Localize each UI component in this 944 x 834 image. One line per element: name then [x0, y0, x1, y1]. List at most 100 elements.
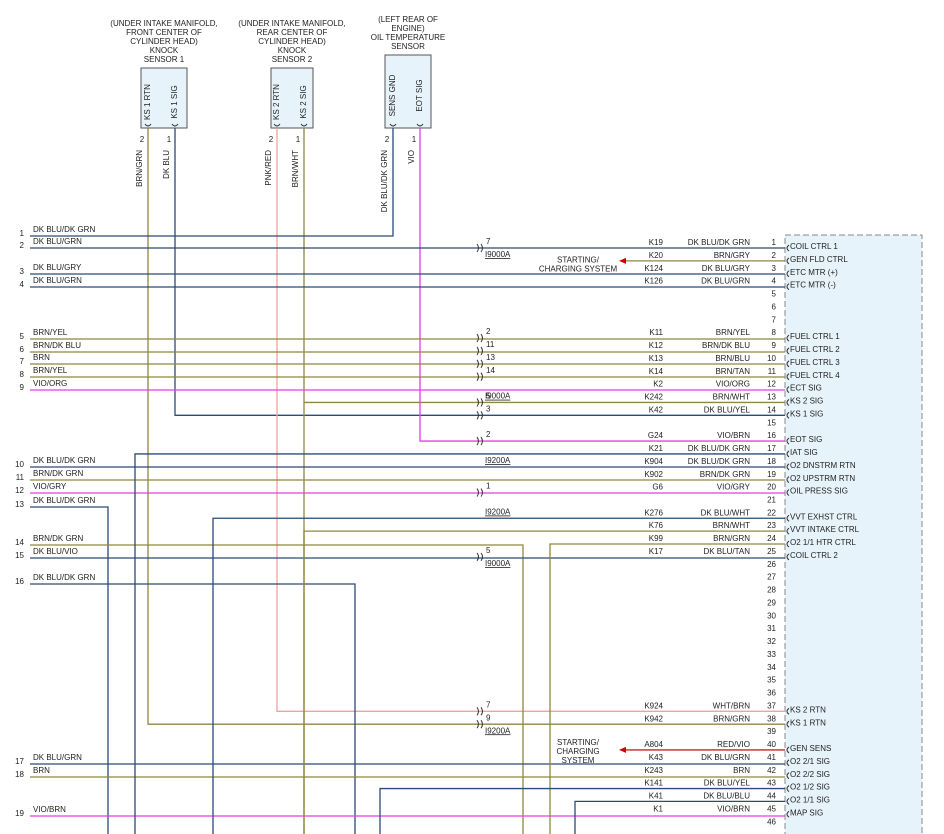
pin-function: GEN SENS: [790, 744, 831, 753]
harness-wire-number: 18: [15, 770, 24, 779]
pin-function: EOT SIG: [790, 435, 822, 444]
pin-function: VVT EXHST CTRL: [790, 512, 858, 521]
terminal: [171, 123, 179, 127]
terminal: [786, 553, 790, 561]
terminal: [786, 334, 790, 342]
harness-wire-number: 15: [15, 551, 24, 560]
sensor-description: (UNDER INTAKE MANIFOLD,: [110, 19, 217, 28]
cavity-number: 9: [486, 713, 491, 722]
circuit-id: K902: [644, 470, 663, 479]
cavity-number: 1: [486, 482, 491, 491]
pin-number: 36: [767, 689, 776, 698]
pin-number: 21: [767, 496, 776, 505]
harness-wire-number: 13: [15, 500, 24, 509]
pin-function: KS 1 RTN: [790, 718, 826, 727]
pin-function: KS 2 RTN: [790, 705, 826, 714]
wire-color: VIO/GRY: [717, 483, 751, 492]
harness-wire-number: 6: [20, 345, 25, 354]
sensor-description: FRONT CENTER OF: [126, 28, 202, 37]
pin-function: OIL PRESS SIG: [790, 487, 848, 496]
sensor-description: (LEFT REAR OF: [378, 15, 438, 24]
terminal: [786, 463, 790, 471]
pcm-connector: [784, 234, 923, 834]
wire-color: DK BLU/DK GRN: [688, 457, 750, 466]
wire-color: DK BLU/WHT: [701, 508, 750, 517]
wire: [574, 800, 785, 834]
sensor-wire-color: DK BLU/DK GRN: [380, 150, 389, 212]
pin-function: O2 1/1 HTR CTRL: [790, 538, 856, 547]
circuit-id: K924: [644, 701, 663, 710]
pin-number: 23: [767, 521, 776, 530]
wire: [419, 128, 785, 442]
wire: [549, 543, 785, 834]
harness-wire-number: 2: [20, 241, 25, 250]
terminal: [786, 283, 790, 291]
pin-number: 5: [772, 290, 777, 299]
wire: [30, 583, 356, 834]
pin-number: 2: [772, 251, 777, 260]
wire-color: VIO/BRN: [717, 804, 750, 813]
circuit-id: K942: [644, 714, 663, 723]
sensor-box: [140, 67, 188, 129]
sensor-pin-number: 1: [412, 135, 417, 144]
wire: [303, 530, 785, 834]
harness-wire-number: 19: [15, 809, 24, 818]
sensor-pin-number: 2: [385, 135, 390, 144]
pin-number: 14: [767, 405, 776, 414]
harness-wire-color: VIO/GRY: [33, 482, 67, 491]
harness-wire-number: 17: [15, 757, 24, 766]
harness-wire-number: 3: [20, 267, 25, 276]
connector-symbol: [476, 333, 483, 343]
sensor-pin-number: 1: [167, 135, 172, 144]
harness-wire-color: VIO/ORG: [33, 379, 67, 388]
pin-number: 43: [767, 779, 776, 788]
terminal: [786, 257, 790, 265]
connector-symbol: [476, 707, 483, 716]
circuit-id: K17: [649, 547, 664, 556]
cavity-number: 7: [486, 237, 491, 246]
wire-color: RED/VIO: [717, 740, 750, 749]
connector-symbol: [476, 346, 483, 356]
system-label: CHARGING SYSTEM: [539, 264, 618, 273]
harness-wire-color: BRN: [33, 766, 50, 775]
wire-color: BRN/YEL: [716, 328, 751, 337]
connector-symbol: [476, 411, 483, 420]
sensor-description: CYLINDER HEAD): [258, 37, 326, 46]
pin-number: 28: [767, 586, 776, 595]
sensor-description: ENGINE): [391, 24, 425, 33]
harness-wire-color: BRN/YEL: [33, 366, 68, 375]
pin-number: 31: [767, 624, 776, 633]
circuit-id: K14: [649, 367, 664, 376]
pin-function: ETC MTR (+): [790, 268, 838, 277]
terminal: [786, 772, 790, 780]
pin-number: 41: [767, 753, 776, 762]
connector-symbol: [476, 243, 483, 253]
wire-color: BRN/GRN: [713, 534, 750, 543]
circuit-id: K43: [649, 753, 664, 762]
pin-number: 35: [767, 676, 776, 685]
harness-wire-color: BRN/DK BLU: [33, 341, 81, 350]
terminal: [786, 270, 790, 278]
pin-number: 3: [772, 264, 777, 273]
terminal: [144, 123, 152, 127]
harness-wire-number: 1: [20, 229, 25, 238]
sensor-pin-label: KS 2 RTN: [272, 84, 281, 120]
harness-wire-color: BRN/YEL: [33, 328, 68, 337]
circuit-id: K13: [649, 354, 664, 363]
wire-color: DK BLU/BLU: [703, 792, 750, 801]
harness-wire-number: 16: [15, 577, 24, 586]
pin-number: 26: [767, 560, 776, 569]
terminal: [786, 386, 790, 393]
cavity-number: 2: [486, 327, 491, 336]
pin-number: 15: [767, 418, 776, 427]
cavity-number: 3: [486, 404, 491, 413]
wire-color: BRN/WHT: [713, 521, 750, 530]
pin-number: 13: [767, 393, 776, 402]
pin-function: KS 2 SIG: [790, 397, 823, 406]
pin-function: O2 2/1 SIG: [790, 757, 830, 766]
pin-function: IAT SIG: [790, 448, 818, 457]
sensor-pin-number: 2: [269, 135, 274, 144]
sensor-wire-color: BRN/GRN: [135, 150, 144, 187]
harness-wire-number: 9: [20, 383, 25, 392]
pin-number: 37: [767, 701, 776, 710]
